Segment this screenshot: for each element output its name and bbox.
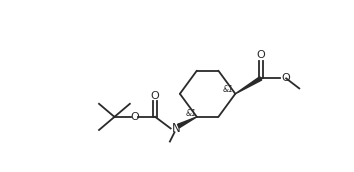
Text: &1: &1 <box>186 109 197 117</box>
Text: O: O <box>281 73 290 83</box>
Text: O: O <box>151 91 160 101</box>
Polygon shape <box>235 77 262 94</box>
Text: &1: &1 <box>222 85 233 94</box>
Text: O: O <box>256 50 265 60</box>
Text: O: O <box>130 112 139 122</box>
Text: N: N <box>172 122 181 135</box>
Polygon shape <box>177 117 197 128</box>
